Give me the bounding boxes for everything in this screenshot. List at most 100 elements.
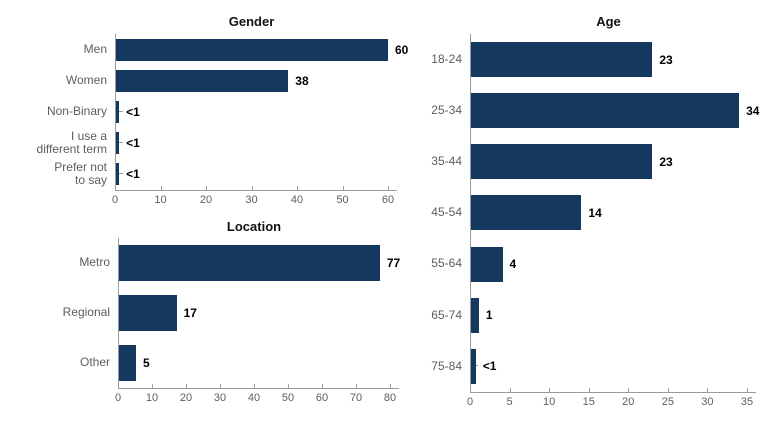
age-row: 35-44 23 — [400, 136, 747, 188]
value-label: <1 — [126, 136, 140, 151]
value-label: 60 — [395, 42, 409, 57]
x-tick-label: 30 — [213, 392, 227, 404]
x-tick-label: 40 — [290, 194, 304, 206]
gender-row: Prefer not to say <1 — [8, 158, 388, 191]
gender-chart-plot: Men 60 Women 38 Non-Binary <1 I use a differen… — [8, 34, 408, 191]
age-row: 75-84 <1 — [400, 340, 747, 392]
x-tick-label: 25 — [661, 396, 674, 408]
gender-row: Non-Binary <1 — [8, 96, 388, 128]
bar-track: 5 — [118, 338, 390, 388]
x-axis-tick — [322, 384, 323, 388]
value-label: <1 — [126, 167, 140, 182]
x-tick-label: 15 — [582, 396, 595, 408]
age-row: 45-54 14 — [400, 187, 747, 239]
location-chart-x-axis: 0 10 20 30 40 50 60 70 80 — [115, 384, 399, 406]
x-axis-tick — [390, 384, 391, 388]
value-label: 77 — [386, 256, 401, 270]
value-label: 4 — [509, 257, 517, 272]
x-tick-label: 20 — [199, 194, 213, 206]
category-label: 45-54 — [431, 205, 462, 220]
x-axis-tick — [220, 384, 221, 388]
x-axis-tick — [297, 186, 298, 190]
category-label: 25-34 — [431, 102, 462, 117]
category-label: Men — [83, 41, 107, 56]
x-tick-label: 50 — [281, 392, 295, 404]
value-label: 5 — [142, 356, 150, 370]
value-label: <1 — [126, 105, 140, 119]
age-bar — [471, 93, 740, 129]
category-label: Regional — [62, 305, 110, 320]
x-tick-label: 10 — [145, 392, 159, 404]
y-axis-tick — [116, 173, 123, 175]
x-tick-label: 80 — [383, 392, 397, 404]
x-axis-tick — [356, 384, 357, 388]
category-label: 75-84 — [431, 358, 462, 373]
x-tick-label: 70 — [349, 392, 363, 404]
x-axis-tick — [747, 388, 748, 392]
x-axis-tick — [588, 388, 590, 392]
x-tick-label: 60 — [315, 392, 329, 404]
x-axis-tick — [628, 388, 630, 392]
age-row: 55-64 4 — [400, 238, 747, 290]
gender-bar — [116, 38, 388, 61]
age-chart-plot: 18-24 23 25-34 34 35-44 23 45-54 14 55-64 4 65-74 1… — [400, 34, 759, 392]
bar-track: 23 — [470, 34, 747, 86]
category-label: Prefer not to say — [54, 159, 107, 188]
location-chart: Location Metro 77 Regional 17 Other 5 0 10 20 30… — [8, 214, 401, 406]
gender-row: I use a different term <1 — [8, 127, 388, 159]
bar-track: 34 — [470, 85, 759, 137]
gender-row: Men 60 — [8, 34, 408, 66]
value-label: 1 — [485, 308, 493, 323]
gender-row: Women 38 — [8, 65, 388, 97]
location-bar — [119, 345, 136, 381]
age-bar — [471, 348, 476, 384]
gender-chart: Gender Men 60 Women 38 Non-Binary <1 I use a d… — [8, 8, 409, 208]
gender-bar — [116, 163, 120, 186]
age-bar — [471, 144, 653, 180]
x-tick-label: 30 — [701, 396, 714, 408]
location-bar — [119, 295, 177, 331]
x-tick-label: 10 — [154, 194, 167, 206]
age-chart-x-axis: 0 5 10 15 20 25 30 35 — [466, 388, 756, 410]
x-axis-tick — [509, 388, 511, 392]
x-axis-tick — [186, 384, 187, 388]
age-bar — [471, 246, 503, 282]
x-tick-label: 20 — [622, 396, 635, 408]
x-axis-tick — [254, 384, 255, 388]
x-axis-tick — [206, 186, 207, 190]
category-label: 35-44 — [431, 154, 462, 169]
location-bar — [119, 245, 380, 281]
gender-bar — [116, 101, 120, 123]
bar-track: <1 — [115, 127, 388, 159]
x-axis-tick — [251, 186, 253, 190]
category-label: Women — [65, 73, 107, 88]
x-axis-line — [470, 392, 756, 393]
age-bar — [471, 297, 479, 333]
age-chart-title: Age — [596, 13, 621, 29]
category-label: Metro — [79, 255, 110, 270]
category-label: 18-24 — [431, 51, 462, 66]
bar-track: 4 — [470, 238, 747, 290]
x-axis-tick — [470, 388, 471, 392]
x-tick-label: 10 — [543, 396, 556, 408]
location-chart-plot: Metro 77 Regional 17 Other 5 — [8, 238, 400, 388]
gender-chart-title: Gender — [228, 13, 275, 29]
x-tick-label: 0 — [466, 396, 474, 408]
x-tick-label: 60 — [381, 194, 395, 206]
gender-bar — [116, 132, 120, 155]
bar-track: <1 — [115, 158, 388, 191]
x-axis-tick — [288, 384, 289, 388]
x-tick-label: 5 — [506, 396, 513, 408]
category-label: 55-64 — [431, 256, 462, 271]
age-bar — [471, 42, 653, 78]
bar-track: 17 — [118, 288, 390, 338]
age-bar — [471, 195, 582, 231]
location-row: Metro 77 — [8, 238, 400, 288]
bar-track: 14 — [470, 187, 747, 239]
bar-track: <1 — [115, 96, 388, 128]
x-axis-line — [118, 388, 399, 389]
x-axis-tick — [342, 186, 344, 190]
value-label: 38 — [295, 73, 309, 88]
x-tick-label: 50 — [336, 194, 349, 206]
